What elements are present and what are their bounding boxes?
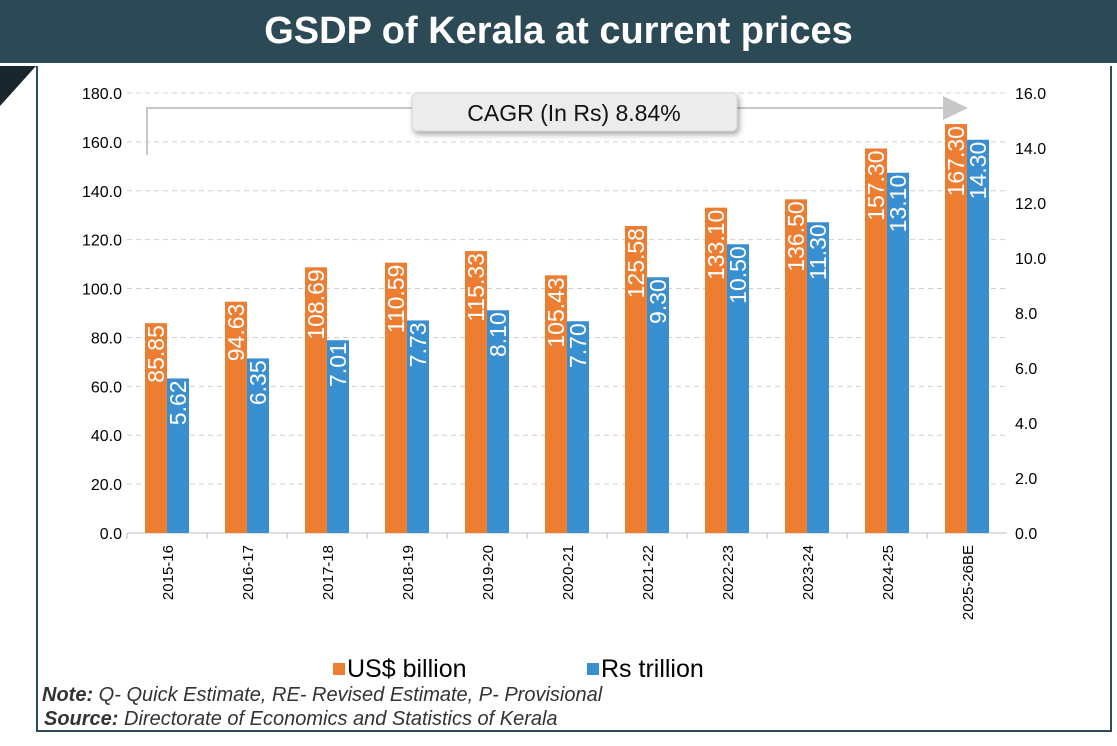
bar-usd: [625, 226, 647, 533]
y-tick-left: 180.0: [82, 86, 122, 103]
data-label: 8.10: [485, 312, 511, 357]
data-label: 6.35: [245, 360, 271, 405]
x-tick-label: 2018-19: [400, 545, 417, 600]
x-tick-label: 2016-17: [240, 545, 257, 600]
legend-label: US$ billion: [347, 655, 467, 683]
y-tick-right: 2.0: [1015, 471, 1037, 488]
bar-rs: [647, 277, 669, 533]
y-tick-right: 16.0: [1015, 86, 1046, 103]
legend-swatch: [587, 663, 599, 675]
data-label: 14.30: [965, 142, 991, 200]
bar-usd: [785, 199, 807, 534]
data-label: 167.30: [943, 126, 969, 196]
x-tick-label: 2015-16: [160, 545, 177, 600]
data-label: 11.30: [805, 224, 831, 280]
data-label: 110.59: [383, 265, 409, 334]
x-tick-label: 2021-22: [640, 545, 657, 600]
data-label: 85.85: [143, 325, 169, 383]
data-label: 136.50: [783, 201, 809, 271]
data-label: 7.70: [565, 323, 591, 368]
bar-rs: [247, 358, 269, 533]
x-tick-label: 2020-21: [560, 545, 577, 600]
bar-usd: [865, 148, 887, 533]
bar-rs: [887, 172, 909, 533]
bar-rs: [167, 378, 189, 533]
data-label: 5.62: [165, 380, 191, 425]
y-tick-left: 100.0: [82, 282, 122, 299]
data-label: 7.73: [405, 322, 431, 367]
cagr-label: CAGR (In Rs) 8.84%: [467, 100, 680, 126]
x-tick-label: 2017-18: [320, 545, 337, 600]
y-tick-left: 120.0: [82, 233, 122, 250]
data-label: 125.58: [623, 228, 649, 298]
source: Source: Directorate of Economics and Sta…: [44, 708, 558, 730]
y-tick-left: 0.0: [100, 526, 122, 543]
legend-swatch: [333, 663, 345, 675]
bar-usd: [225, 301, 247, 533]
y-tick-left: 160.0: [82, 135, 122, 152]
data-label: 13.10: [885, 175, 911, 233]
x-tick-label: 2023-24: [800, 545, 817, 600]
bar-rs: [567, 321, 589, 533]
y-tick-left: 40.0: [91, 428, 122, 445]
data-label: 10.50: [725, 246, 751, 304]
data-label: 9.30: [645, 279, 671, 324]
y-tick-left: 20.0: [91, 477, 122, 494]
data-label: 105.43: [543, 277, 569, 347]
x-tick-label: 2025-26BE: [960, 545, 977, 620]
bar-usd: [705, 207, 727, 533]
bar-rs: [967, 139, 989, 533]
note: Note: Q- Quick Estimate, RE- Revised Est…: [42, 684, 603, 706]
y-tick-right: 10.0: [1015, 251, 1046, 268]
y-tick-right: 8.0: [1015, 306, 1037, 323]
y-tick-right: 14.0: [1015, 141, 1046, 158]
x-tick-label: 2022-23: [720, 545, 737, 600]
bar-rs: [807, 222, 829, 533]
bar-usd: [545, 275, 567, 533]
data-label: 108.69: [303, 269, 329, 339]
x-tick-label: 2019-20: [480, 545, 497, 600]
data-label: 94.63: [223, 304, 249, 362]
bar-rs: [407, 320, 429, 533]
bar-usd: [305, 267, 327, 533]
x-tick-label: 2024-25: [880, 545, 897, 600]
y-tick-right: 12.0: [1015, 196, 1046, 213]
bar-usd: [385, 262, 407, 533]
chart-frame: [36, 66, 1112, 732]
bar-usd: [945, 124, 967, 534]
cagr-arrow-head: [943, 96, 968, 120]
corner-decoration: [0, 66, 36, 106]
bar-rs: [327, 340, 349, 533]
chart-title: GSDP of Kerala at current prices: [0, 0, 1117, 63]
bar-rs: [487, 310, 509, 533]
data-label: 133.10: [703, 210, 729, 280]
bar-rs: [727, 244, 749, 533]
y-tick-left: 140.0: [82, 184, 122, 201]
data-label: 7.01: [325, 342, 351, 387]
data-label: 157.30: [863, 150, 889, 220]
y-tick-right: 4.0: [1015, 416, 1037, 433]
legend-label: Rs trillion: [601, 655, 704, 683]
cagr-box: [411, 92, 738, 132]
y-tick-left: 60.0: [91, 379, 122, 396]
data-label: 115.33: [463, 253, 489, 322]
bar-usd: [465, 251, 487, 534]
bar-usd: [145, 323, 167, 533]
y-tick-left: 80.0: [91, 330, 122, 347]
y-tick-right: 6.0: [1015, 361, 1037, 378]
y-tick-right: 0.0: [1015, 526, 1037, 543]
